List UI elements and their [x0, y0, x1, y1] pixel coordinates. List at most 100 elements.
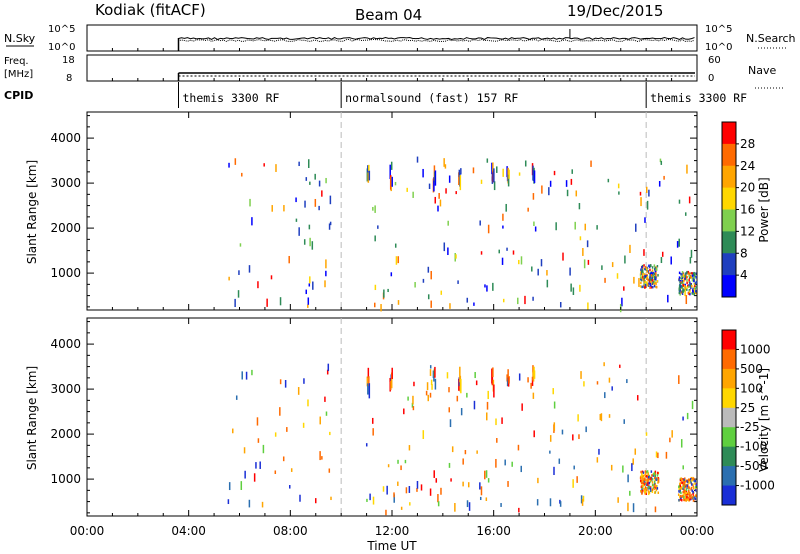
- colorbar-swatch: [722, 368, 736, 389]
- echo-blob-point: [692, 477, 695, 481]
- colorbar-swatch: [722, 330, 736, 350]
- echo-point: [380, 304, 382, 312]
- echo-blob-point: [690, 497, 692, 501]
- echo-point: [286, 427, 288, 432]
- echo-point: [468, 502, 471, 511]
- echo-point: [553, 466, 555, 476]
- echo-point: [307, 297, 310, 305]
- echo-point: [596, 381, 599, 385]
- echo-blob-point: [686, 281, 688, 285]
- echo-blob-point: [684, 272, 687, 276]
- x-tick-label: 20:00: [578, 524, 613, 538]
- echo-point: [540, 259, 543, 267]
- echo-blob-point: [681, 285, 683, 289]
- echo-point: [532, 193, 535, 200]
- echo-blob-point: [682, 481, 684, 485]
- echo-point: [374, 205, 376, 213]
- echo-point: [476, 450, 478, 454]
- echo-point: [412, 191, 414, 198]
- echo-streak: [391, 367, 393, 380]
- echo-point: [386, 485, 388, 495]
- echo-point: [413, 381, 415, 387]
- echo-point: [646, 200, 649, 210]
- noise-left-tick-top: 10^5: [48, 24, 75, 35]
- echo-point: [638, 278, 640, 287]
- echo-blob-point: [646, 276, 649, 279]
- echo-blob-point: [650, 264, 652, 267]
- echo-blob-point: [642, 484, 644, 487]
- echo-point: [644, 217, 646, 223]
- echo-point: [663, 175, 665, 180]
- echo-blob-point: [684, 277, 687, 280]
- echo-point: [377, 225, 379, 229]
- echo-blob-point: [644, 267, 646, 271]
- y-tick-label: 2000: [50, 427, 81, 441]
- echo-point: [455, 191, 457, 195]
- echo-blob-point: [641, 285, 643, 289]
- echo-point: [665, 451, 668, 459]
- echo-point: [270, 275, 273, 280]
- echo-point: [580, 371, 582, 379]
- echo-point: [393, 492, 395, 498]
- echo-point: [643, 249, 645, 256]
- echo-point: [290, 468, 293, 472]
- echo-blob-point: [684, 480, 686, 484]
- echo-blob-point: [684, 485, 686, 488]
- echo-point: [585, 426, 587, 433]
- echo-point: [512, 250, 515, 255]
- echo-blob-point: [681, 279, 684, 283]
- echo-point: [610, 464, 613, 471]
- echo-point: [259, 461, 261, 469]
- echo-streak: [506, 377, 509, 387]
- y-tick-label: 1000: [50, 266, 81, 280]
- x-tick-label: 00:00: [70, 524, 105, 538]
- echo-point: [502, 213, 504, 221]
- echo-point: [448, 387, 450, 393]
- echo-streak: [390, 372, 393, 389]
- echo-point: [372, 496, 375, 505]
- noise-trace: [177, 29, 695, 51]
- colorbar-tick-label: -500: [740, 459, 767, 473]
- echo-blob-point: [693, 279, 695, 283]
- echo-point: [587, 302, 589, 310]
- echo-blob-point: [647, 472, 649, 475]
- echo-point: [397, 459, 399, 464]
- echo-blob-point: [647, 490, 650, 493]
- echo-point: [439, 199, 442, 207]
- echo-blob-point: [685, 488, 688, 492]
- echo-point: [428, 183, 431, 190]
- echo-point: [449, 419, 452, 428]
- echo-blob-point: [679, 279, 682, 283]
- echo-point: [562, 252, 564, 261]
- echo-point: [241, 172, 243, 177]
- echo-blob-point: [691, 279, 694, 282]
- echo-streak: [433, 373, 435, 382]
- cpid-mode-label: themis 3300 RF: [650, 91, 747, 105]
- echo-blob-point: [643, 276, 646, 280]
- echo-point: [633, 276, 635, 284]
- echo-point: [325, 177, 327, 184]
- cpid-bar: themis 3300 RF normalsound (fast) 157 RF t…: [178, 82, 747, 108]
- echo-blob-point: [678, 289, 681, 293]
- echo-blob-point: [683, 496, 685, 499]
- echo-point: [555, 222, 557, 231]
- echo-blob-point: [654, 470, 657, 474]
- echo-blob-point: [645, 488, 647, 492]
- echo-point: [279, 407, 281, 416]
- echo-streak: [367, 367, 370, 378]
- echo-blob-point: [691, 483, 693, 486]
- echo-point: [454, 503, 456, 512]
- echo-point: [371, 417, 374, 424]
- echo-blob-point: [648, 477, 651, 481]
- echo-blob-point: [641, 488, 643, 491]
- echo-point: [383, 289, 385, 298]
- echo-blob-point: [691, 496, 693, 500]
- echo-blob-point: [683, 478, 686, 482]
- colorbar-swatch: [722, 253, 736, 276]
- echo-point: [559, 302, 562, 308]
- echo-blob-point: [654, 476, 656, 480]
- echo-point: [261, 501, 264, 508]
- echo-point: [394, 181, 397, 186]
- echo-blob-point: [644, 266, 647, 269]
